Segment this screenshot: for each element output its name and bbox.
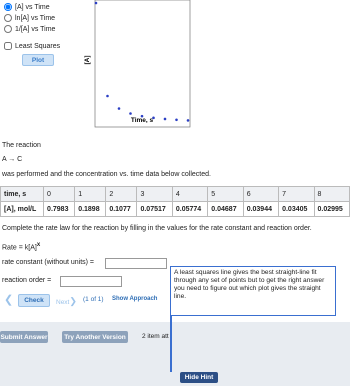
- radio[interactable]: [4, 14, 12, 22]
- conc-cell: 0.7983: [43, 201, 76, 217]
- checkbox[interactable]: [4, 42, 12, 50]
- time-cell: 6: [242, 186, 280, 202]
- radio[interactable]: [4, 25, 12, 33]
- conc-cell: 0.1898: [74, 201, 107, 217]
- reaction: A → C: [2, 156, 23, 163]
- conc-cell: 0.02995: [313, 201, 350, 217]
- plot: [A] Time, s: [84, 0, 191, 128]
- hint-connector: [170, 316, 172, 372]
- rate-exponent: x: [36, 242, 41, 248]
- time-cell: 8: [313, 186, 350, 202]
- radio-label: [A] vs Time: [15, 3, 50, 11]
- time-cell: 5: [207, 186, 244, 202]
- data-row: [A], mol/L 0.7983 0.1898 0.1077 0.07517 0.057…: [0, 201, 350, 217]
- y-axis-label: [A]: [84, 55, 91, 64]
- x-axis-label: Time, s: [131, 117, 154, 124]
- data-point: [152, 116, 155, 120]
- submit-button[interactable]: Submit Answer: [0, 331, 48, 343]
- conc-cell: 0.07517: [136, 201, 173, 217]
- order-label: reaction order =: [2, 277, 52, 284]
- conc-cell: 0.05774: [171, 201, 209, 217]
- time-cell: 1: [74, 186, 107, 202]
- data-table: time, s 0 1 2 3 4 5 6 7 8 [A], mol/L 0.7983 0.1898 0.…: [0, 186, 350, 217]
- instruction: Complete the rate law for the reaction b…: [2, 225, 312, 232]
- row-label: [A], mol/L: [0, 201, 45, 217]
- conc-cell: 0.04687: [207, 201, 244, 217]
- intro: The reaction: [2, 142, 41, 149]
- next-button[interactable]: Next❯: [56, 296, 77, 307]
- radio-option[interactable]: 1/[A] vs Time: [4, 25, 55, 33]
- plot-options: [A] vs Time ln[A] vs Time 1/[A] vs Time: [4, 3, 55, 33]
- description: was performed and the concentration vs. …: [2, 171, 211, 178]
- conc-cell: 0.03944: [242, 201, 280, 217]
- check-button[interactable]: Check: [18, 294, 50, 307]
- time-cell: 3: [136, 186, 173, 202]
- data-point: [117, 107, 121, 110]
- rate-law: Rate = k[A]x: [2, 242, 40, 251]
- plot-button[interactable]: Plot: [22, 54, 54, 66]
- least-squares-option[interactable]: Least Squares: [4, 42, 60, 50]
- data-point: [175, 118, 178, 122]
- time-cell: 4: [171, 186, 209, 202]
- prev-arrow[interactable]: ❮: [4, 294, 14, 306]
- rate-law-text: Rate = k[A]: [2, 244, 37, 252]
- hide-hint-button[interactable]: Hide Hint: [180, 372, 218, 383]
- row-label: time, s: [0, 186, 45, 202]
- radio-label: 1/[A] vs Time: [15, 25, 56, 33]
- data-point: [129, 112, 132, 115]
- radio-option[interactable]: [A] vs Time: [4, 3, 55, 11]
- footer: [0, 322, 350, 386]
- data-point: [163, 117, 167, 121]
- rate-constant-label: rate constant (without units) =: [2, 259, 95, 266]
- show-approach[interactable]: Show Approach: [112, 296, 158, 302]
- time-cell: 7: [278, 186, 315, 202]
- next-arrow: ❯: [69, 296, 77, 306]
- data-point: [186, 119, 190, 122]
- data-point: [106, 94, 109, 98]
- attempts: 2 item att: [142, 333, 169, 340]
- data-point: [140, 114, 144, 118]
- order-input[interactable]: [60, 276, 122, 287]
- data-point: [94, 1, 98, 5]
- time-cell: 2: [105, 186, 138, 202]
- try-another-button[interactable]: Try Another Version: [62, 331, 128, 343]
- next-label: Next: [56, 299, 70, 306]
- conc-cell: 0.03405: [278, 201, 315, 217]
- counter: (1 of 1): [83, 296, 104, 303]
- radio-label: ln[A] vs Time: [15, 14, 56, 22]
- radio-option[interactable]: ln[A] vs Time: [4, 14, 55, 22]
- checkbox-label: Least Squares: [15, 42, 61, 50]
- conc-cell: 0.1077: [105, 201, 138, 217]
- radio[interactable]: [4, 3, 12, 11]
- rate-constant-input[interactable]: [105, 258, 167, 269]
- time-cell: 0: [43, 186, 76, 202]
- hint-box: A least squares line gives the best stra…: [170, 266, 336, 316]
- plot-frame: [94, 0, 191, 128]
